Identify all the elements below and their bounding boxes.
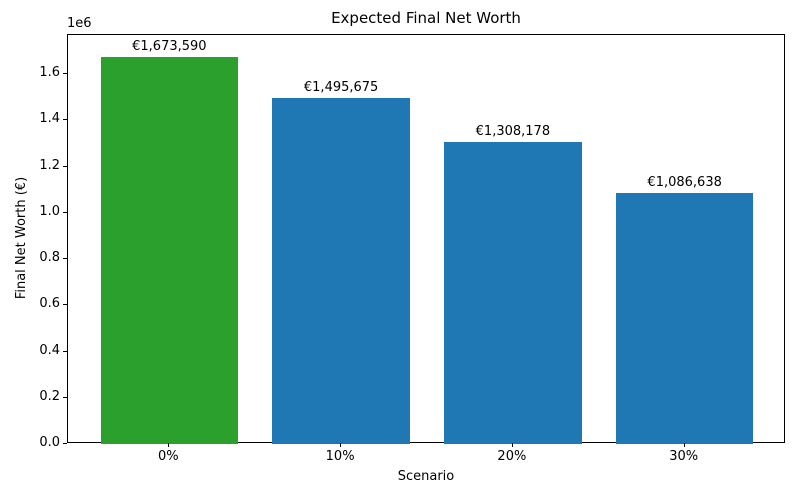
y-tick-label: 0.6 [39,296,60,312]
plot-area: €1,673,590 €1,495,675 €1,308,178 €1,086,638 [67,34,785,444]
chart-title: Expected Final Net Worth [331,9,521,27]
y-tick-mark [63,119,67,121]
y-tick-mark [63,165,67,167]
x-tick-mark [683,443,685,447]
y-axis-offset-label: 1e6 [67,16,92,31]
bar-value-label: €1,495,675 [303,80,379,96]
y-tick-label: 0.8 [39,250,60,266]
y-tick-label: 0.0 [39,435,60,450]
x-tick-mark [340,443,342,447]
y-tick-label: 1.6 [39,65,60,81]
y-tick-mark [63,350,67,352]
x-tick-label: 10% [325,449,355,464]
y-axis-label: Final Net Worth (€) [14,176,29,300]
x-tick-label: 0% [158,449,179,464]
bar [100,57,239,444]
y-tick-mark [63,443,67,444]
y-tick-label: 0.4 [39,342,60,358]
y-tick-mark [63,304,67,306]
y-tick-label: 1.2 [39,157,60,173]
bar [444,141,582,444]
bar-value-label: €1,308,178 [475,123,551,139]
y-tick-label: 1.0 [39,203,60,219]
bar-value-label: €1,086,638 [647,174,722,190]
bar [272,98,410,444]
x-tick-mark [168,443,170,447]
y-tick-label: 0.2 [39,388,60,404]
y-tick-mark [63,73,67,75]
bar-value-label: €1,673,590 [132,39,207,55]
y-tick-label: 1.4 [39,111,60,127]
y-tick-mark [63,211,67,213]
x-tick-label: 30% [669,449,699,464]
y-tick-mark [63,396,67,398]
x-tick-mark [511,443,513,447]
x-axis-label: Scenario [397,469,455,484]
x-tick-label: 20% [497,449,527,464]
y-tick-mark [63,258,67,260]
bar [615,192,754,444]
